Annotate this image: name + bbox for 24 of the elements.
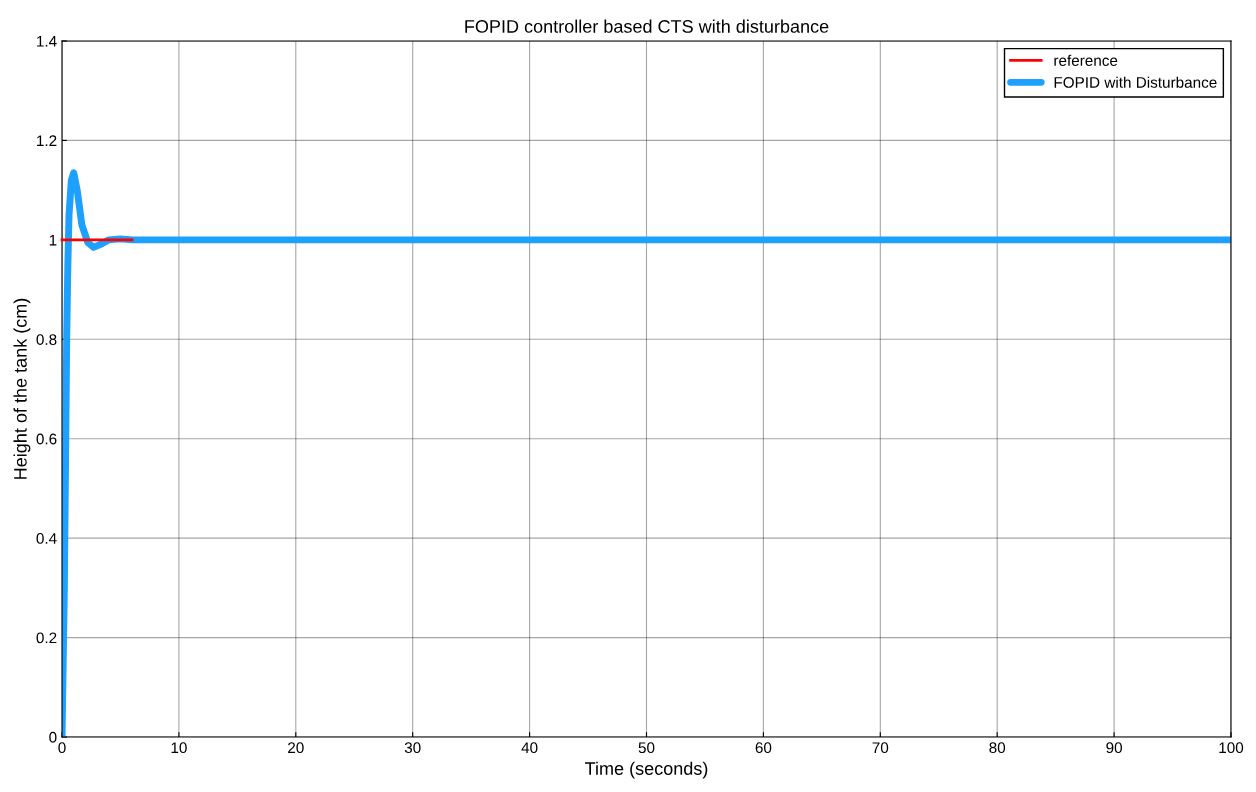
y-tick-label: 0.2 [36, 632, 57, 644]
x-tick-label: 90 [1106, 742, 1122, 754]
legend-label: reference [1054, 54, 1118, 66]
x-tick-label: 100 [1219, 742, 1244, 754]
chart-title: FOPID controller based CTS with disturbance [465, 19, 829, 33]
y-tick-label: 0.8 [36, 334, 57, 345]
y-axis-title: Height of the tank (cm) [13, 298, 31, 479]
y-tick-label: 1.2 [37, 135, 57, 146]
x-tick-label: 30 [404, 742, 421, 754]
x-tick-label: 40 [521, 742, 538, 754]
y-tick-label: 0.4 [36, 533, 57, 544]
y-tick-label: 0.6 [36, 433, 57, 445]
y-tick-label: 1 [49, 234, 57, 246]
x-tick-label: 50 [638, 742, 655, 754]
x-tick-label: 0 [58, 742, 66, 754]
legend-label: FOPID with Disturbance [1054, 76, 1217, 88]
x-tick-label: 20 [288, 742, 304, 754]
x-tick-label: 80 [989, 742, 1006, 754]
x-tick-label: 60 [755, 742, 772, 754]
x-tick-label: 10 [171, 742, 187, 754]
x-axis-title: Time (seconds) [585, 761, 708, 779]
x-tick-label: 70 [872, 742, 889, 754]
y-tick-label: 1.4 [37, 36, 57, 47]
y-tick-label: 0 [49, 731, 57, 743]
